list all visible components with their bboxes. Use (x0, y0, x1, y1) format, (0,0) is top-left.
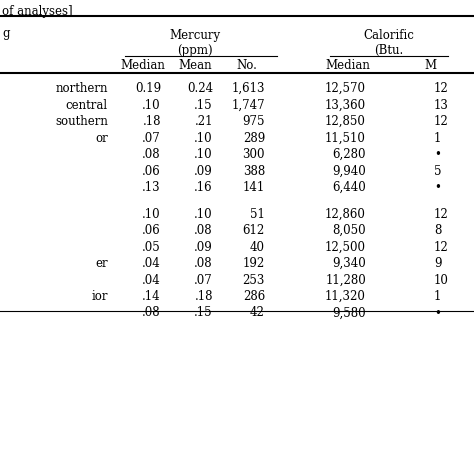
Text: 300: 300 (243, 148, 265, 161)
Text: .07: .07 (194, 273, 213, 286)
Text: 253: 253 (243, 273, 265, 286)
Text: .09: .09 (194, 164, 213, 177)
Text: Mean: Mean (178, 59, 212, 72)
Text: 40: 40 (250, 240, 265, 254)
Text: 51: 51 (250, 208, 265, 220)
Text: .06: .06 (142, 164, 161, 177)
Text: Median: Median (326, 59, 371, 72)
Text: Calorific
(Btu.: Calorific (Btu. (364, 29, 414, 57)
Text: 8,050: 8,050 (332, 224, 366, 237)
Text: 192: 192 (243, 257, 265, 270)
Text: 11,280: 11,280 (325, 273, 366, 286)
Text: 612: 612 (243, 224, 265, 237)
Text: Median: Median (120, 59, 165, 72)
Text: 0.24: 0.24 (187, 82, 213, 95)
Text: 1,747: 1,747 (231, 99, 265, 111)
Text: .08: .08 (194, 257, 213, 270)
Text: ior: ior (91, 290, 108, 303)
Text: of analyses]: of analyses] (2, 5, 73, 18)
Text: .06: .06 (142, 224, 161, 237)
Text: Mercury
(ppm): Mercury (ppm) (169, 29, 220, 57)
Text: .15: .15 (194, 99, 213, 111)
Text: 975: 975 (243, 115, 265, 128)
Text: .18: .18 (194, 290, 213, 303)
Text: .16: .16 (194, 181, 213, 194)
Text: •: • (434, 181, 441, 194)
Text: southern: southern (55, 115, 108, 128)
Text: M: M (424, 59, 436, 72)
Text: 12: 12 (434, 240, 449, 254)
Text: northern: northern (55, 82, 108, 95)
Text: 1: 1 (434, 290, 441, 303)
Text: 9,580: 9,580 (332, 307, 366, 319)
Text: •: • (434, 148, 441, 161)
Text: .10: .10 (142, 208, 161, 220)
Text: .09: .09 (194, 240, 213, 254)
Text: .05: .05 (142, 240, 161, 254)
Text: 8: 8 (434, 224, 441, 237)
Text: 6,440: 6,440 (332, 181, 366, 194)
Text: er: er (95, 257, 108, 270)
Text: 1: 1 (434, 131, 441, 145)
Text: .10: .10 (194, 148, 213, 161)
Text: .04: .04 (142, 257, 161, 270)
Text: .08: .08 (194, 224, 213, 237)
Text: 5: 5 (434, 164, 441, 177)
Text: 13: 13 (434, 99, 449, 111)
Text: 388: 388 (243, 164, 265, 177)
Text: 0.19: 0.19 (135, 82, 161, 95)
Text: 6,280: 6,280 (332, 148, 366, 161)
Text: .18: .18 (143, 115, 161, 128)
Text: or: or (95, 131, 108, 145)
Text: 11,320: 11,320 (325, 290, 366, 303)
Text: .21: .21 (194, 115, 213, 128)
Text: 12,860: 12,860 (325, 208, 366, 220)
Text: central: central (66, 99, 108, 111)
Text: 10: 10 (434, 273, 449, 286)
Text: 11,510: 11,510 (325, 131, 366, 145)
Text: .08: .08 (142, 307, 161, 319)
Text: .10: .10 (194, 208, 213, 220)
Text: 12,570: 12,570 (325, 82, 366, 95)
Text: •: • (434, 307, 441, 319)
Text: g: g (2, 27, 9, 40)
Text: .10: .10 (142, 99, 161, 111)
Text: .15: .15 (194, 307, 213, 319)
Text: 12: 12 (434, 208, 449, 220)
Text: 12,500: 12,500 (325, 240, 366, 254)
Text: 289: 289 (243, 131, 265, 145)
Text: .10: .10 (194, 131, 213, 145)
Text: 9: 9 (434, 257, 441, 270)
Text: .14: .14 (142, 290, 161, 303)
Text: 9,340: 9,340 (332, 257, 366, 270)
Text: 13,360: 13,360 (325, 99, 366, 111)
Text: 286: 286 (243, 290, 265, 303)
Text: 12,850: 12,850 (325, 115, 366, 128)
Text: 12: 12 (434, 82, 449, 95)
Text: .04: .04 (142, 273, 161, 286)
Text: 141: 141 (243, 181, 265, 194)
Text: No.: No. (237, 59, 257, 72)
Text: 42: 42 (250, 307, 265, 319)
Text: 1,613: 1,613 (231, 82, 265, 95)
Text: 12: 12 (434, 115, 449, 128)
Text: .08: .08 (142, 148, 161, 161)
Text: .13: .13 (142, 181, 161, 194)
Text: 9,940: 9,940 (332, 164, 366, 177)
Text: .07: .07 (142, 131, 161, 145)
